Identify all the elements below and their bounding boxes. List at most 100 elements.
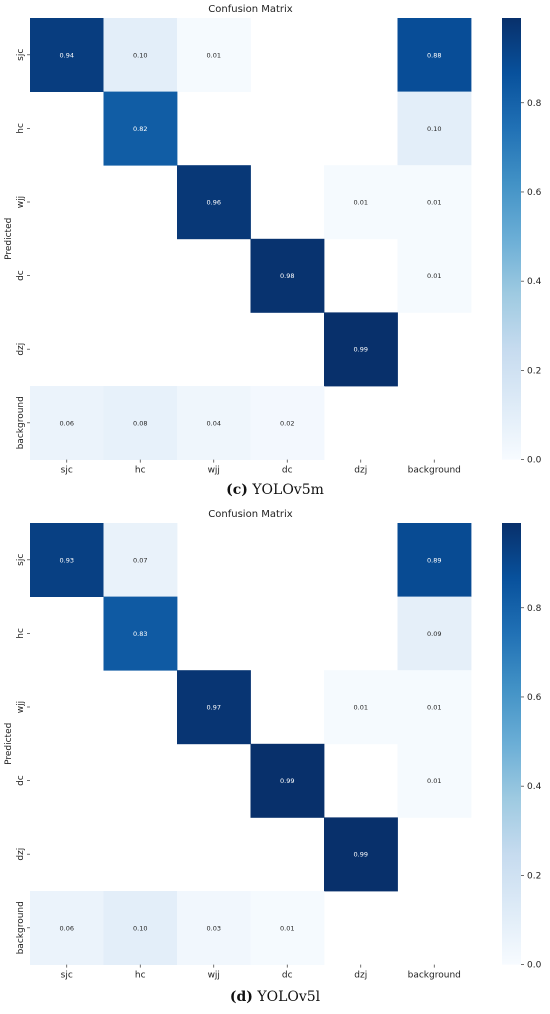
colorbar-tick-label: 0.4 (527, 782, 542, 792)
y-tick-label: dzj (16, 848, 26, 861)
cell-value-label: 0.01 (354, 199, 368, 207)
y-axis-label: Predicted (4, 218, 14, 260)
matrix-cell (324, 165, 398, 240)
cell-value-label: 0.03 (207, 924, 221, 932)
cell-value-label: 0.93 (60, 556, 74, 564)
matrix-cell (103, 596, 178, 671)
confusion-matrix-panel-d: Confusion Matrix Predicted 0.93 0.07 0.89 0.8… (0, 505, 550, 1014)
cell-value-label: 0.01 (427, 777, 441, 785)
cell-value-label: 0.10 (133, 924, 147, 932)
cell-value-label: 0.01 (427, 704, 441, 712)
cell-value-label: 0.01 (427, 272, 441, 280)
matrix-cell (177, 386, 251, 460)
cell-value-label: 0.96 (207, 199, 221, 207)
matrix-cell (397, 596, 472, 671)
colorbar (502, 523, 521, 965)
matrix-cell (177, 18, 251, 92)
cell-value-label: 0.08 (133, 419, 147, 427)
y-tick-label: sjc (16, 554, 26, 566)
cell-value-label: 0.01 (427, 199, 441, 207)
chart-title: Confusion Matrix (208, 509, 292, 520)
cell-value-label: 0.83 (133, 630, 147, 638)
cell-value-label: 0.99 (280, 777, 294, 785)
figure-caption-d: (d) YOLOv5l (0, 989, 550, 1005)
matrix-cell (103, 91, 178, 166)
cell-value-label: 0.06 (60, 924, 74, 932)
colorbar-tick-label: 0.2 (527, 871, 541, 881)
y-tick-label: dzj (16, 343, 26, 356)
matrix-cell (397, 165, 472, 240)
colorbar-tick-label: 0.4 (527, 277, 542, 287)
chart-title: Confusion Matrix (208, 4, 292, 15)
cell-value-label: 0.89 (427, 556, 441, 564)
y-tick-label: hc (16, 123, 26, 134)
matrix-cell (250, 386, 325, 460)
matrix-cell (177, 165, 251, 240)
matrix-cell (397, 670, 472, 745)
colorbar (502, 18, 521, 460)
caption-text: YOLOv5m (252, 482, 324, 498)
colorbar-tick-label: 0.8 (527, 604, 542, 614)
y-tick-label: wjj (16, 701, 26, 713)
matrix-cell (250, 238, 325, 313)
cell-value-label: 0.09 (427, 630, 441, 638)
x-tick-label: dc (282, 466, 293, 476)
x-tick-label: sjc (61, 971, 73, 981)
matrix-cell (103, 18, 178, 92)
matrix-cell (30, 386, 104, 460)
colorbar-tick-label: 0.6 (527, 693, 542, 703)
x-tick-label: sjc (61, 466, 73, 476)
x-tick-label: wjj (208, 971, 220, 981)
caption-text: YOLOv5l (257, 989, 321, 1005)
confusion-matrix-chart-c: Confusion Matrix Predicted 0.94 0.10 0.01 0.8… (4, 4, 542, 476)
cell-value-label: 0.99 (354, 346, 368, 354)
cell-value-label: 0.06 (60, 419, 74, 427)
cell-value-label: 0.04 (207, 419, 221, 427)
x-tick-label: dzj (354, 466, 367, 476)
x-tick-label: wjj (208, 466, 220, 476)
x-tick-label: dzj (354, 971, 367, 981)
colorbar-tick-label: 0.2 (527, 366, 541, 376)
colorbar-tick-label: 0.0 (527, 961, 542, 971)
cell-value-label: 0.88 (427, 51, 441, 59)
matrix-cell (250, 891, 325, 965)
matrix-cell (103, 386, 178, 460)
colorbar-tick-label: 0.6 (527, 188, 542, 198)
y-tick-label: sjc (16, 49, 26, 61)
cell-value-label: 0.10 (133, 51, 147, 59)
matrix-cell (30, 523, 104, 597)
matrix-cell (103, 523, 178, 597)
matrix-cell (397, 743, 472, 818)
cell-value-label: 0.01 (280, 924, 294, 932)
matrix-cell (397, 238, 472, 313)
cell-value-label: 0.94 (60, 51, 74, 59)
x-tick-label: background (408, 466, 461, 476)
cell-value-label: 0.98 (280, 272, 294, 280)
cell-value-label: 0.01 (354, 704, 368, 712)
x-tick-label: dc (282, 971, 293, 981)
matrix-cell (30, 891, 104, 965)
matrix-cell (324, 817, 398, 892)
matrix-cell (324, 312, 398, 387)
colorbar-tick-label: 0.0 (527, 456, 542, 466)
y-tick-label: wjj (16, 196, 26, 208)
y-tick-label: background (16, 396, 26, 449)
y-axis-label: Predicted (4, 723, 14, 765)
cell-value-label: 0.02 (280, 419, 294, 427)
x-tick-label: background (408, 971, 461, 981)
colorbar-tick-label: 0.8 (527, 99, 542, 109)
cell-value-label: 0.10 (427, 125, 441, 133)
y-tick-label: background (16, 901, 26, 954)
matrix-cell (30, 18, 104, 92)
matrix-cell (103, 891, 178, 965)
matrix-cell (397, 18, 472, 92)
cell-value-label: 0.97 (207, 704, 221, 712)
matrix-cell (250, 743, 325, 818)
confusion-matrix-chart-d: Confusion Matrix Predicted 0.93 0.07 0.89 0.8… (4, 509, 542, 981)
y-tick-label: dc (16, 775, 26, 786)
cell-value-label: 0.07 (133, 556, 147, 564)
confusion-matrix-panel-c: Confusion Matrix Predicted 0.94 0.10 0.01 0.8… (0, 0, 550, 505)
matrix-cell (397, 91, 472, 166)
matrix-cell (177, 891, 251, 965)
cell-value-label: 0.01 (207, 51, 221, 59)
